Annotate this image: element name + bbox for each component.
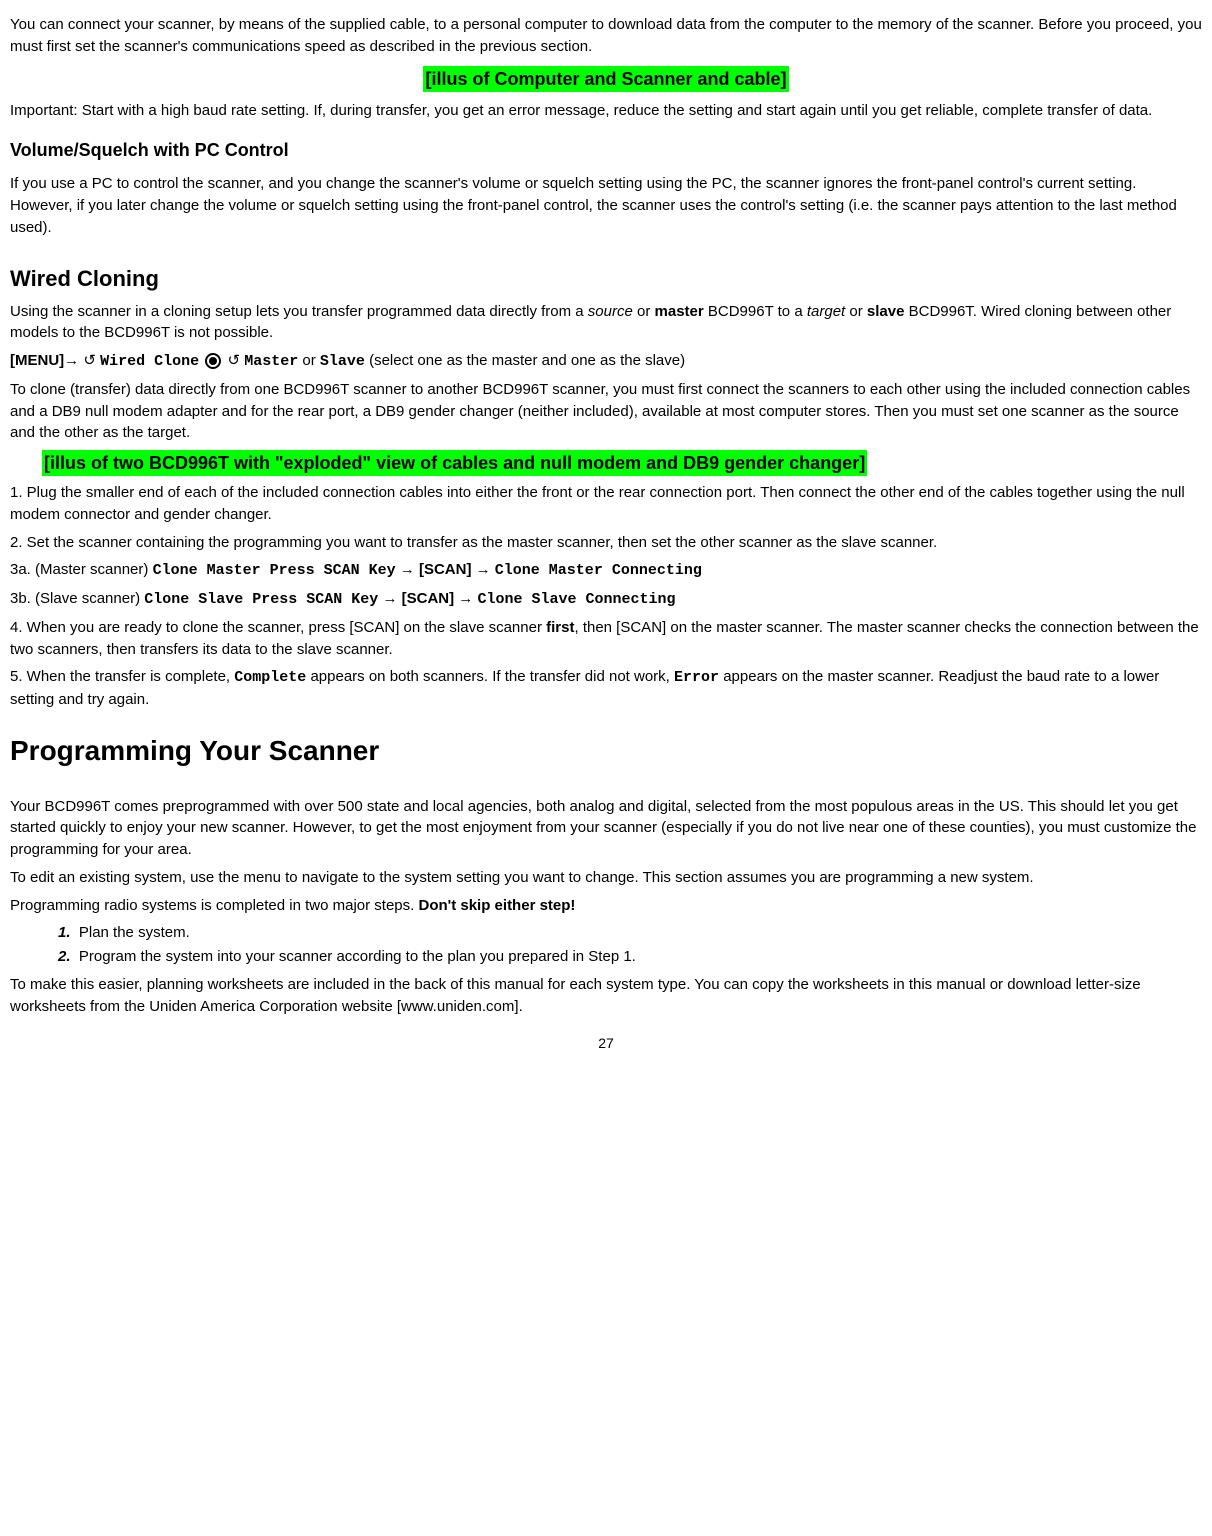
intro-paragraph: You can connect your scanner, by means o…: [10, 14, 1202, 58]
text: 4. When you are ready to clone the scann…: [10, 619, 546, 636]
illustration-placeholder-2-wrap: [illus of two BCD996T with "exploded" vi…: [10, 450, 1202, 476]
step-number: 1.: [58, 924, 71, 941]
text: appears on both scanners. If the transfe…: [306, 668, 674, 685]
master-bold: master: [655, 303, 704, 320]
text: 3b. (Slave scanner): [10, 590, 144, 607]
master-option: Master: [244, 353, 298, 370]
menu-key: [MENU]: [10, 352, 64, 369]
important-paragraph: Important: Start with a high baud rate s…: [10, 100, 1202, 122]
volume-squelch-body: If you use a PC to control the scanner, …: [10, 173, 1202, 238]
illustration-placeholder-1-wrap: [illus of Computer and Scanner and cable…: [10, 66, 1202, 92]
complete-text: Complete: [234, 669, 306, 686]
scroll-icon: ↺: [83, 352, 100, 369]
error-text: Error: [674, 669, 719, 686]
scan-key: [SCAN]: [419, 561, 472, 578]
arrow-icon: →: [64, 352, 83, 369]
step-text: Plan the system.: [79, 924, 190, 941]
display-text: Clone Slave Press SCAN Key: [144, 591, 378, 608]
arrow-icon: →: [382, 590, 397, 607]
steps-list: 1. Plan the system. 2. Program the syste…: [10, 922, 1202, 968]
source-italic: source: [588, 303, 633, 320]
menu-path-line: [MENU]→ ↺ Wired Clone ↺ Master or Slave …: [10, 350, 1202, 373]
list-item: 1. Plan the system.: [58, 922, 1202, 944]
programming-p4: To make this easier, planning worksheets…: [10, 974, 1202, 1018]
target-italic: target: [807, 303, 845, 320]
step-5: 5. When the transfer is complete, Comple…: [10, 666, 1202, 711]
wired-clone-option: Wired Clone: [100, 353, 199, 370]
slave-option: Slave: [320, 353, 365, 370]
text: or: [845, 303, 867, 320]
step-3b: 3b. (Slave scanner) Clone Slave Press SC…: [10, 588, 1202, 611]
display-text: Clone Master Connecting: [495, 562, 702, 579]
illustration-placeholder-1: [illus of Computer and Scanner and cable…: [423, 66, 788, 92]
page-number: 27: [10, 1033, 1202, 1053]
list-item: 2. Program the system into your scanner …: [58, 946, 1202, 968]
text: or: [633, 303, 655, 320]
text: or: [298, 352, 320, 369]
text: BCD996T to a: [704, 303, 807, 320]
step-4: 4. When you are ready to clone the scann…: [10, 617, 1202, 661]
step-1: 1. Plug the smaller end of each of the i…: [10, 482, 1202, 526]
wired-cloning-intro: Using the scanner in a cloning setup let…: [10, 301, 1202, 345]
display-text: Clone Slave Connecting: [477, 591, 675, 608]
knob-press-icon: [205, 353, 221, 369]
step-3a: 3a. (Master scanner) Clone Master Press …: [10, 559, 1202, 582]
arrow-icon: →: [400, 561, 415, 578]
step-number: 2.: [58, 948, 71, 965]
slave-bold: slave: [867, 303, 905, 320]
illustration-placeholder-2: [illus of two BCD996T with "exploded" vi…: [42, 450, 867, 476]
dont-skip-bold: Don't skip either step!: [418, 897, 575, 914]
wired-cloning-heading: Wired Cloning: [10, 263, 1202, 295]
text: Using the scanner in a cloning setup let…: [10, 303, 588, 320]
clone-description: To clone (transfer) data directly from o…: [10, 379, 1202, 444]
text: (select one as the master and one as the…: [365, 352, 685, 369]
volume-squelch-heading: Volume/Squelch with PC Control: [10, 137, 1202, 163]
programming-heading: Programming Your Scanner: [10, 731, 1202, 772]
arrow-icon: →: [458, 590, 473, 607]
programming-p3: Programming radio systems is completed i…: [10, 895, 1202, 917]
arrow-icon: →: [476, 561, 491, 578]
step-text: Program the system into your scanner acc…: [79, 948, 636, 965]
text: 5. When the transfer is complete,: [10, 668, 234, 685]
text: 3a. (Master scanner): [10, 561, 153, 578]
text: Programming radio systems is completed i…: [10, 897, 418, 914]
scroll-icon: ↺: [227, 352, 244, 369]
display-text: Clone Master Press SCAN Key: [153, 562, 396, 579]
step-2: 2. Set the scanner containing the progra…: [10, 532, 1202, 554]
programming-p2: To edit an existing system, use the menu…: [10, 867, 1202, 889]
programming-p1: Your BCD996T comes preprogrammed with ov…: [10, 796, 1202, 861]
scan-key: [SCAN]: [402, 590, 455, 607]
first-bold: first: [546, 619, 574, 636]
